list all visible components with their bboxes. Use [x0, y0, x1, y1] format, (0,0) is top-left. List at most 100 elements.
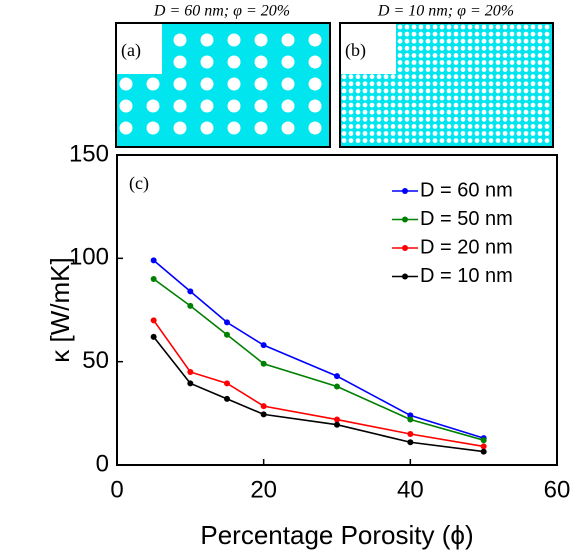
- pore: [516, 53, 522, 58]
- pore: [411, 45, 417, 51]
- pore: [537, 67, 543, 72]
- pore: [453, 24, 459, 30]
- pore: [502, 45, 508, 51]
- pore: [446, 45, 452, 51]
- pore: [495, 81, 501, 87]
- pore: [254, 99, 268, 113]
- pore: [411, 131, 417, 136]
- data-point: [224, 319, 230, 326]
- pore: [439, 45, 445, 51]
- pore: [460, 38, 466, 44]
- pore: [516, 24, 522, 30]
- data-point: [224, 395, 230, 402]
- pore: [397, 109, 403, 115]
- pore: [481, 67, 487, 72]
- pore: [439, 131, 445, 136]
- pore: [474, 102, 480, 108]
- pore: [418, 53, 424, 58]
- y-axis-label: κ [W/mK]: [45, 257, 75, 362]
- pore: [404, 74, 410, 80]
- pore: [376, 138, 382, 144]
- pore: [308, 99, 322, 113]
- pore: [439, 116, 445, 122]
- pore: [516, 109, 522, 115]
- pore: [474, 138, 480, 144]
- pore: [432, 38, 438, 44]
- pore: [453, 138, 459, 144]
- pore: [397, 67, 403, 72]
- pore: [425, 88, 431, 94]
- pore: [439, 138, 445, 144]
- data-point: [260, 411, 267, 418]
- pore: [502, 102, 508, 108]
- data-point: [260, 342, 267, 349]
- pore: [509, 109, 515, 115]
- pore: [502, 31, 508, 37]
- pore: [397, 116, 403, 122]
- pore: [200, 33, 214, 47]
- pore: [446, 102, 452, 108]
- pore: [502, 131, 508, 136]
- pore: [467, 60, 473, 65]
- pore: [537, 95, 543, 101]
- pore: [425, 67, 431, 72]
- pore: [488, 81, 494, 87]
- pore: [502, 74, 508, 80]
- pore: [481, 24, 487, 30]
- pore: [537, 81, 543, 87]
- pore: [432, 102, 438, 108]
- pore: [404, 124, 410, 129]
- pore: [544, 88, 550, 94]
- pore: [544, 116, 550, 122]
- pore: [383, 138, 389, 144]
- pore: [453, 74, 459, 80]
- pore: [348, 95, 354, 101]
- data-point: [407, 439, 414, 446]
- pore: [411, 74, 417, 80]
- pore: [509, 67, 515, 72]
- pore: [376, 102, 382, 108]
- inset-title: D = 10 nm; φ = 20%: [377, 3, 514, 20]
- pore: [488, 102, 494, 108]
- pore: [227, 77, 241, 91]
- pore: [509, 45, 515, 51]
- pore: [439, 81, 445, 87]
- pore: [488, 109, 494, 115]
- pore: [453, 45, 459, 51]
- pore: [404, 45, 410, 51]
- pore: [254, 121, 268, 135]
- pore: [439, 67, 445, 72]
- pore: [341, 74, 347, 80]
- pore: [439, 38, 445, 44]
- pore: [341, 102, 347, 108]
- pore: [281, 121, 295, 135]
- pore: [411, 38, 417, 44]
- pore: [173, 99, 187, 113]
- pore: [530, 124, 536, 129]
- pore: [397, 53, 403, 58]
- data-point: [224, 380, 230, 387]
- pore: [404, 138, 410, 144]
- pore: [544, 74, 550, 80]
- pore: [516, 81, 522, 87]
- pore: [502, 95, 508, 101]
- pore: [355, 109, 361, 115]
- pore: [495, 31, 501, 37]
- pore: [467, 95, 473, 101]
- pore: [460, 74, 466, 80]
- pore: [460, 88, 466, 94]
- pore: [383, 81, 389, 87]
- pore: [516, 60, 522, 65]
- pore: [390, 138, 396, 144]
- pore: [446, 74, 452, 80]
- pore: [523, 131, 529, 136]
- pore: [425, 102, 431, 108]
- pore: [425, 53, 431, 58]
- pore: [418, 45, 424, 51]
- pore: [418, 88, 424, 94]
- pore: [530, 131, 536, 136]
- data-point: [224, 331, 230, 338]
- pore: [530, 45, 536, 51]
- pore: [467, 102, 473, 108]
